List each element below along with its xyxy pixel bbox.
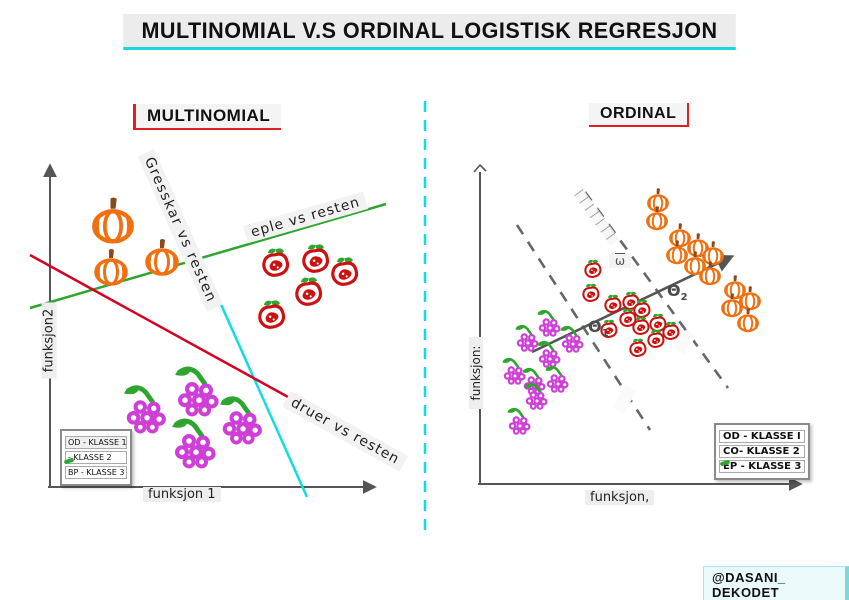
pumpkin-icon — [697, 260, 723, 286]
y-axis-arrowhead — [473, 163, 487, 173]
boundary-eple — [29, 202, 387, 310]
right-y-axis-label: funksjon: — [469, 337, 483, 409]
watermark-badge: @DASANI_ DEKODET — [703, 566, 849, 600]
left-y-axis-label: funksjon2 — [41, 302, 57, 379]
omega-label: ω — [609, 254, 631, 268]
legend-row-klasse2: CO- KLASSE 2 — [719, 445, 805, 458]
pumpkin-icon — [88, 195, 138, 245]
pumpkin-icon — [91, 247, 131, 287]
apple-icon — [290, 273, 326, 309]
pumpkin-icon — [735, 307, 761, 333]
apple-icon — [579, 281, 602, 304]
grapes-icon — [216, 391, 270, 445]
grapes-icon — [505, 405, 535, 435]
grapes-icon — [120, 380, 174, 434]
legend-row-klasse1: OD - KLASSE 1 — [65, 436, 127, 449]
legend-row-klasse1: OD - KLASSE I — [719, 430, 805, 443]
apple-icon — [326, 253, 362, 289]
left-legend: OD - KLASSE 1 - KLASSE 2 BP - KLASSE 3 — [60, 429, 132, 486]
left-panel-heading: MULTINOMIAL — [133, 104, 282, 130]
apple-icon — [581, 257, 604, 280]
theta1-label: Θ1 — [588, 317, 609, 340]
legend-row-klasse2: - KLASSE 2 — [65, 451, 127, 464]
apple-icon — [626, 336, 649, 359]
right-panel-heading: ORDINAL — [589, 103, 690, 127]
right-x-axis-label: funksjon, — [585, 490, 655, 505]
right-legend: OD - KLASSE I CO- KLASSE 2 EP - KLASSE 3 — [714, 423, 810, 480]
page-title: MULTINOMIAL V.S ORDINAL LOGISTISK REGRES… — [123, 14, 736, 50]
legend-row-klasse3: BP - KLASSE 3 — [65, 466, 127, 479]
apple-icon — [257, 244, 293, 280]
left-x-axis-label: funksjon 1 — [143, 487, 221, 502]
legend-row-klasse3: EP - KLASSE 3 — [719, 460, 805, 473]
theta2-label: Θ2 — [667, 281, 688, 304]
apple-icon — [253, 296, 289, 332]
